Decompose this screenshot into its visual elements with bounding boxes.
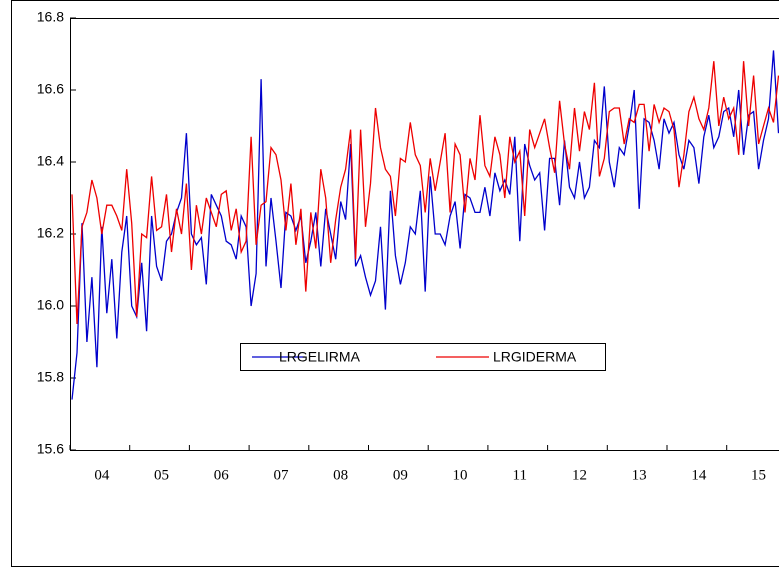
legend-box [240,343,606,371]
legend-label: LRGELIRMA [279,349,361,365]
y-tick-label: 16.6 [37,81,64,97]
x-tick-label: 05 [154,467,169,483]
x-tick-label: 11 [513,467,527,483]
plot-area [70,18,779,451]
series-line [71,50,779,400]
legend-label: LRGIDERMA [493,349,577,365]
frame [11,0,779,567]
x-tick-label: 08 [333,467,348,483]
series-line [71,61,779,325]
y-tick-label: 15.6 [37,441,64,457]
y-tick-label: 16.8 [37,9,64,25]
x-tick-label: 10 [453,467,468,483]
x-tick-label: 04 [94,467,110,483]
y-tick-label: 16.2 [37,225,64,241]
x-tick-label: 12 [572,467,587,483]
x-tick-label: 14 [691,467,707,483]
x-tick-label: 06 [214,467,230,483]
y-tick-label: 16.0 [37,297,64,313]
y-tick-label: 16.4 [37,153,64,169]
x-tick-label: 09 [393,467,408,483]
x-tick-label: 15 [751,467,766,483]
x-tick-label: 07 [273,467,289,483]
x-tick-label: 13 [632,467,647,483]
y-tick-label: 15.8 [37,369,64,385]
